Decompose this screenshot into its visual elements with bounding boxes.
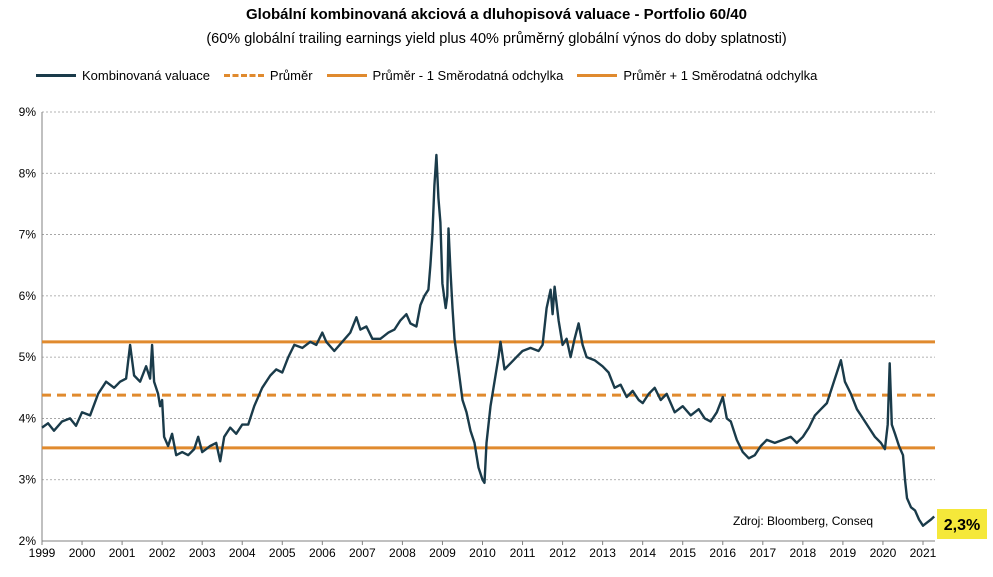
annotation-layer: Zdroj: Bloomberg, Conseq 2,3%	[733, 509, 987, 539]
x-tick-label: 2001	[109, 546, 136, 560]
x-tick-label: 2016	[709, 546, 736, 560]
x-tick-label: 2020	[870, 546, 897, 560]
legend-label-prumer: Průměr	[269, 68, 313, 83]
legend-label-plus-sd: Průměr + 1 Směrodatná odchylka	[623, 68, 818, 83]
y-tick-label: 2%	[19, 534, 37, 548]
reference-lines	[42, 340, 935, 450]
y-tick-label: 7%	[19, 228, 37, 242]
x-tick-label: 1999	[29, 546, 56, 560]
x-tick-label: 2014	[629, 546, 656, 560]
x-tick-label: 2006	[309, 546, 336, 560]
x-tick-label: 2008	[389, 546, 416, 560]
legend-item-minus-sd: Průměr - 1 Směrodatná odchylka	[326, 68, 564, 83]
x-tick-label: 2017	[749, 546, 776, 560]
grid-layer	[42, 111, 935, 481]
x-tick-label: 2013	[589, 546, 616, 560]
latest-value-highlight	[937, 509, 987, 539]
y-tick-label: 8%	[19, 166, 37, 180]
latest-value-label: 2,3%	[944, 517, 980, 534]
y-tick-label: 4%	[19, 411, 37, 425]
x-tick-label: 2007	[349, 546, 376, 560]
source-annotation: Zdroj: Bloomberg, Conseq	[733, 514, 873, 528]
legend-item-valuace: Kombinovaná valuace	[36, 68, 210, 83]
x-tick-label: 2005	[269, 546, 296, 560]
series-layer	[41, 153, 936, 527]
x-tick-label: 2009	[429, 546, 456, 560]
legend-item-plus-sd: Průměr + 1 Směrodatná odchylka	[577, 68, 817, 83]
axis-layer: 2% 3% 4% 5% 6% 7% 8% 9% 1999 2000 2001 2002 2003 2004…	[19, 105, 937, 560]
chart-subtitle: (60% globální trailing earnings yield pl…	[206, 31, 787, 47]
legend-swatch-plus-sd	[577, 74, 618, 77]
legend-item-prumer: Průměr	[223, 68, 313, 83]
legend-swatch-valuace	[36, 74, 76, 77]
y-tick-label: 5%	[19, 350, 37, 364]
y-tick-label: 3%	[19, 473, 37, 487]
legend-label-valuace: Kombinovaná valuace	[82, 68, 210, 83]
y-tick-label: 9%	[19, 105, 37, 119]
y-tick-label: 6%	[19, 289, 37, 303]
x-tick-label: 2004	[229, 546, 256, 560]
x-tick-label: 2021	[910, 546, 937, 560]
legend-label-minus-sd: Průměr - 1 Směrodatná odchylka	[372, 68, 564, 83]
x-tick-label: 2002	[149, 546, 176, 560]
legend-swatch-prumer	[223, 74, 264, 77]
chart-legend: Kombinovaná valuace Průměr Průměr - 1 Sm…	[36, 68, 831, 83]
legend-swatch-minus-sd	[326, 74, 367, 77]
x-tick-label: 2003	[189, 546, 216, 560]
x-tick-label: 2012	[549, 546, 576, 560]
chart-title: Globální kombinovaná akciová a dluhopiso…	[246, 6, 747, 23]
x-tick-label: 2011	[510, 546, 536, 560]
x-tick-label: 2018	[790, 546, 817, 560]
x-tick-label: 2000	[69, 546, 96, 560]
x-tick-label: 2015	[669, 546, 696, 560]
x-tick-label: 2019	[830, 546, 857, 560]
series-line-valuace	[41, 153, 936, 527]
x-tick-label: 2010	[469, 546, 496, 560]
